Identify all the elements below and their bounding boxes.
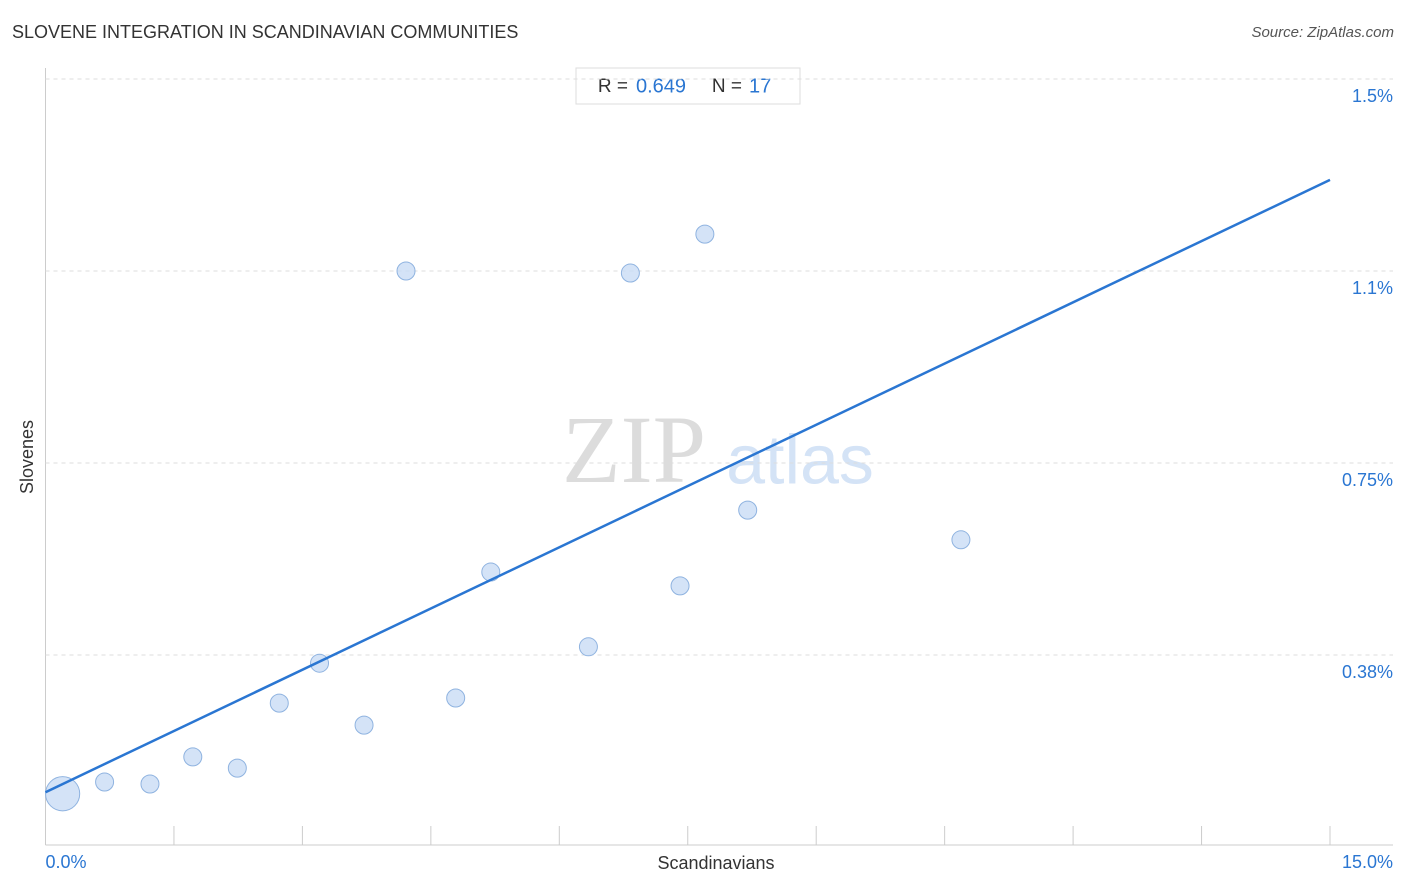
point [396,261,416,281]
point [620,263,640,283]
point [446,688,466,708]
point [578,637,598,657]
trend-line [44,178,1331,794]
point [227,758,247,778]
y-tick-label: 1.1% [1352,278,1393,298]
n-value: 17 [749,75,771,97]
x-tick-label: 15.0% [1342,852,1393,872]
y-tick-label: 0.75% [1342,470,1393,490]
y-tick-label: 1.5% [1352,86,1393,106]
chart-title: SLOVENE INTEGRATION IN SCANDINAVIAN COMM… [12,22,518,42]
point [310,653,330,673]
point [95,772,115,792]
watermark-zip: ZIP [562,396,706,503]
x-axis-label: Scandinavians [657,853,774,873]
point [481,562,501,582]
y-axis-label: Slovenes [17,420,37,494]
point [670,576,690,596]
point [738,500,758,520]
point [183,747,203,767]
stats-box [575,67,801,105]
r-label: R = [598,76,628,97]
n-label: N = [712,76,742,97]
point [695,224,715,244]
point [45,776,81,812]
y-tick-label: 0.38% [1342,662,1393,682]
point [354,715,374,735]
point [140,774,160,794]
r-value: 0.649 [636,75,686,97]
point [951,530,971,550]
x-tick-label: 0.0% [46,852,87,872]
point [269,693,289,713]
source: Source: ZipAtlas.com [1251,24,1394,41]
